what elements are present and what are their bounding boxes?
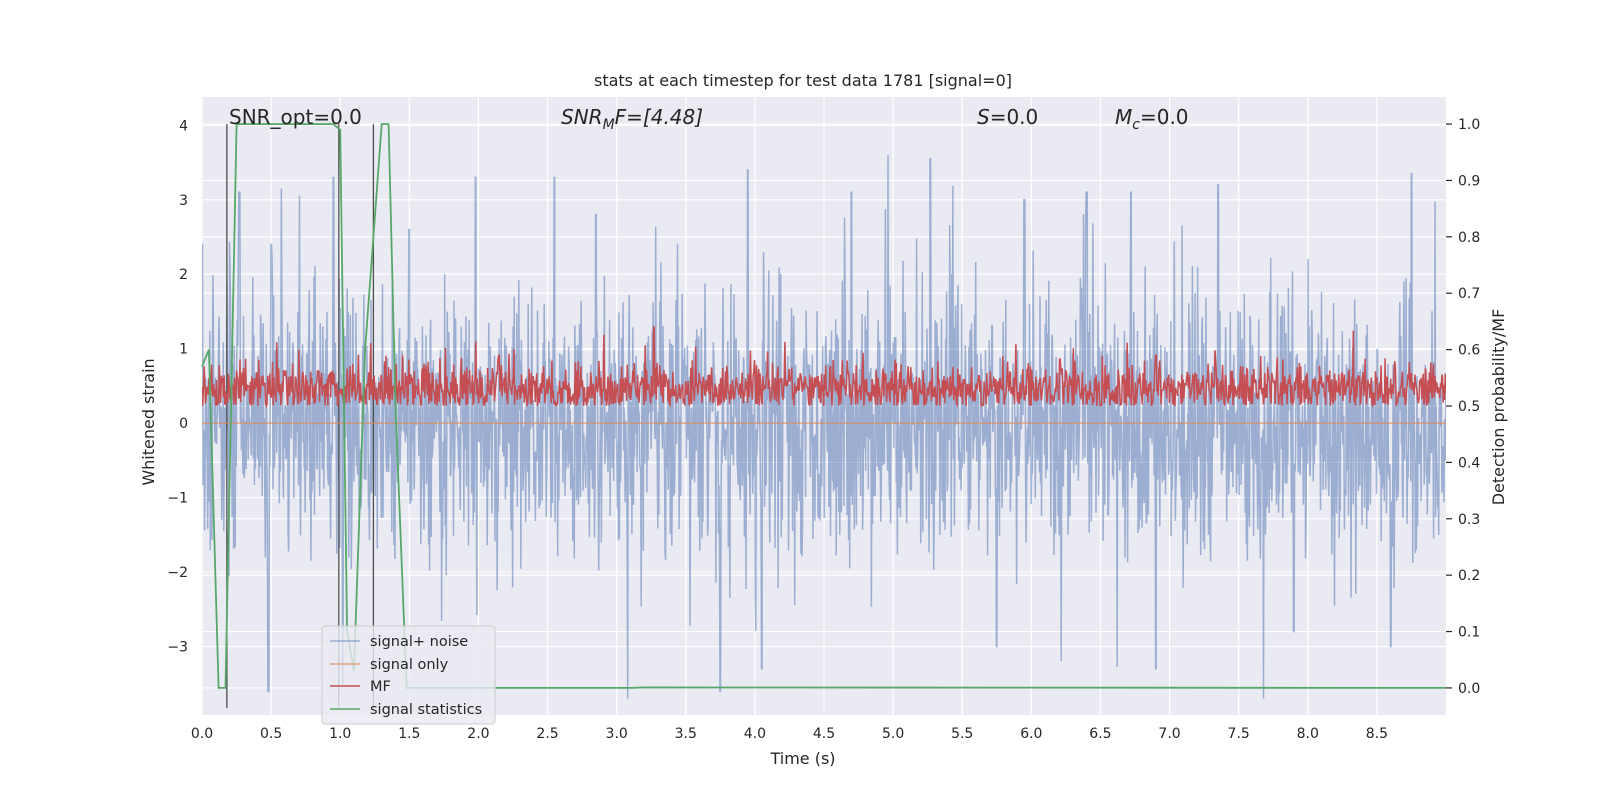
annotation-snr-mf-value: F=[4.48] <box>615 105 703 129</box>
y-right-tick-label: 0.0 <box>1458 681 1480 697</box>
legend: signal+ noise signal only MF signal stat… <box>321 625 496 725</box>
left-axis-ticks: −3 −2 −1 0 1 2 3 4 <box>167 118 188 655</box>
chart-title: stats at each timestep for test data 178… <box>594 71 1012 90</box>
annotation-mc: Mc=0.0 <box>1115 105 1189 133</box>
annotation-snr-mf-subscript: M <box>603 117 615 133</box>
x-tick-label: 0.0 <box>191 726 213 742</box>
y-right-tick-label: 1.0 <box>1458 117 1480 133</box>
legend-label-mf: MF <box>370 679 391 695</box>
annotation-snr-mf: SNRMF=[4.48] <box>561 105 703 133</box>
x-tick-label: 3.0 <box>606 726 628 742</box>
legend-label-signal-only: signal only <box>370 657 449 673</box>
y-left-tick-label: −1 <box>167 491 188 507</box>
annotation-mc-value: =0.0 <box>1140 105 1189 129</box>
annotation-s-value: =0.0 <box>990 105 1039 129</box>
y-right-tick-label: 0.7 <box>1458 286 1480 302</box>
x-tick-label: 4.5 <box>813 726 835 742</box>
legend-label-signal-noise: signal+ noise <box>370 634 468 650</box>
y-right-tick-label: 0.3 <box>1458 512 1480 528</box>
series-signal-noise <box>202 155 1446 699</box>
x-tick-label: 6.0 <box>1020 726 1042 742</box>
y-right-tick-label: 0.4 <box>1458 455 1480 471</box>
right-axis-ticks: 0.0 0.1 0.2 0.3 0.4 0.5 0.6 0.7 0.8 0.9 1.0 <box>1446 117 1480 697</box>
x-tick-label: 2.5 <box>536 726 558 742</box>
y-left-tick-label: 4 <box>179 118 188 134</box>
annotation-mc-subscript: c <box>1132 117 1140 133</box>
legend-box <box>321 625 496 725</box>
x-tick-label: 5.5 <box>951 726 973 742</box>
y-right-tick-label: 0.6 <box>1458 343 1480 359</box>
x-tick-label: 1.5 <box>398 726 420 742</box>
x-axis-label: Time (s) <box>769 749 835 768</box>
annotation-snr-mf-symbol: SNR <box>561 105 603 129</box>
signal-noise-line <box>202 155 1446 699</box>
x-tick-label: 8.0 <box>1297 726 1319 742</box>
y-right-tick-label: 0.1 <box>1458 625 1480 641</box>
y-axis-label-right: Detection probability/MF <box>1489 309 1508 506</box>
y-right-tick-label: 0.5 <box>1458 399 1480 415</box>
x-tick-label: 5.0 <box>882 726 904 742</box>
x-tick-label: 7.5 <box>1228 726 1250 742</box>
x-tick-label: 0.5 <box>260 726 282 742</box>
y-left-tick-label: −2 <box>167 565 188 581</box>
mf-line <box>202 326 1446 408</box>
y-left-tick-label: 2 <box>179 267 188 283</box>
x-axis-ticks: 0.0 0.5 1.0 1.5 2.0 2.5 3.0 3.5 4.0 4.5 5.0 5.5 6.0 6… <box>191 726 1388 742</box>
x-tick-label: 2.0 <box>467 726 489 742</box>
y-right-tick-label: 0.2 <box>1458 568 1480 584</box>
annotation-s: S=0.0 <box>977 105 1038 129</box>
legend-label-signal-statistics: signal statistics <box>370 702 482 718</box>
series-mf <box>202 326 1446 408</box>
y-right-tick-label: 0.8 <box>1458 230 1480 246</box>
y-left-tick-label: 0 <box>179 416 188 432</box>
x-tick-label: 1.0 <box>329 726 351 742</box>
annotation-s-symbol: S <box>977 105 990 129</box>
y-right-tick-label: 0.9 <box>1458 173 1480 189</box>
x-tick-label: 8.5 <box>1366 726 1388 742</box>
y-left-tick-label: −3 <box>167 639 188 655</box>
x-tick-label: 6.5 <box>1089 726 1111 742</box>
y-left-tick-label: 3 <box>179 193 188 209</box>
x-tick-label: 3.5 <box>675 726 697 742</box>
y-left-tick-label: 1 <box>179 342 188 358</box>
x-tick-label: 4.0 <box>744 726 766 742</box>
annotation-snr-opt: SNR_opt=0.0 <box>229 105 362 129</box>
annotation-mc-symbol: M <box>1115 105 1132 129</box>
y-axis-label-left: Whitened strain <box>139 358 158 485</box>
x-tick-label: 7.0 <box>1158 726 1180 742</box>
